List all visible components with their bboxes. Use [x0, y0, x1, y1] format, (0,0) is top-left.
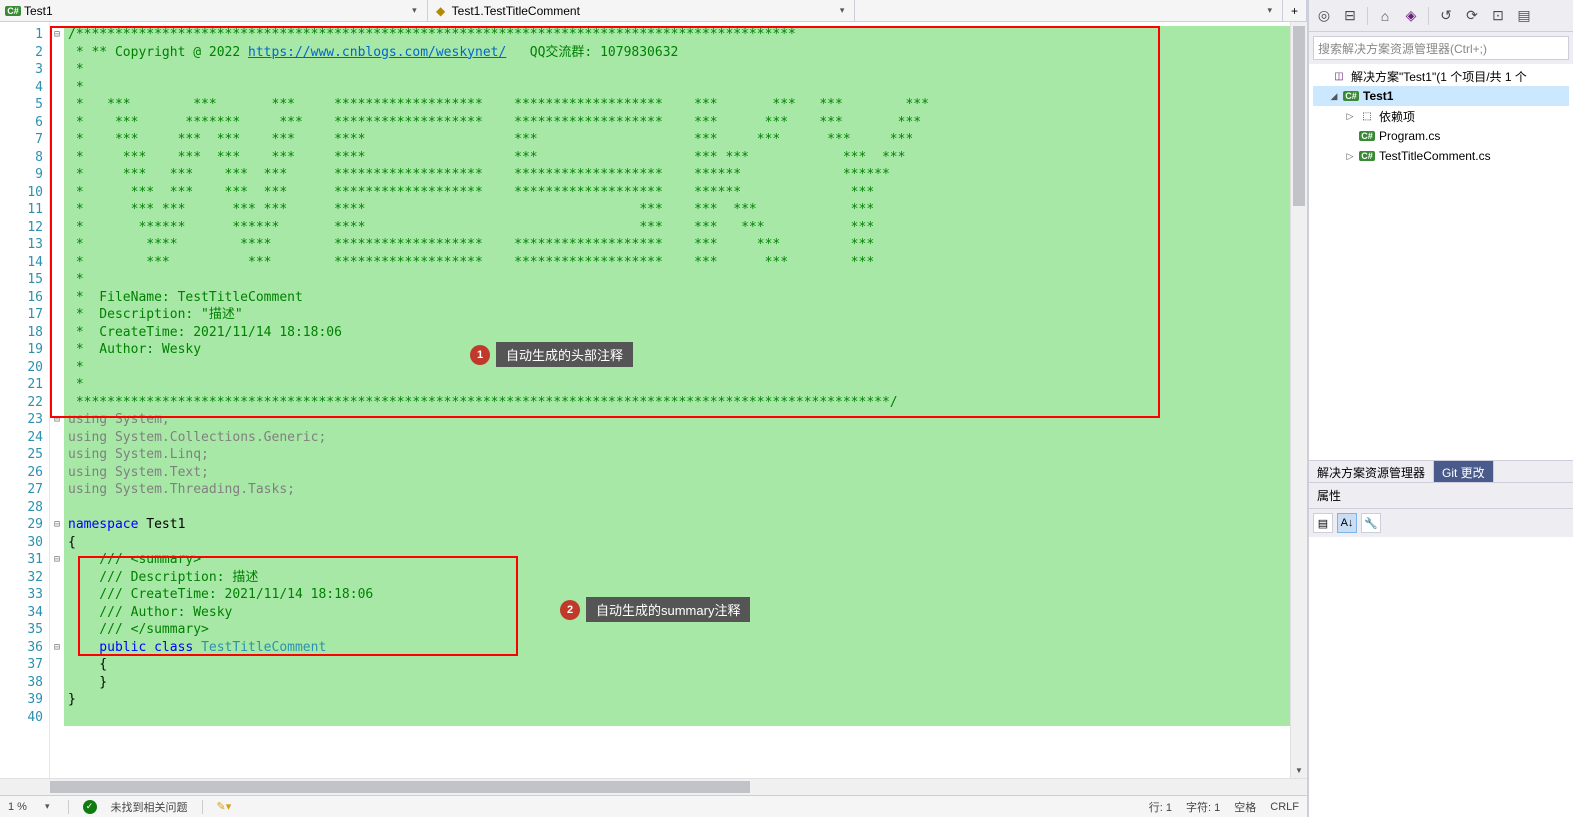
solution-node[interactable]: ◫ 解决方案"Test1"(1 个项目/共 1 个: [1313, 66, 1569, 86]
chevron-down-icon[interactable]: ▾: [836, 5, 849, 16]
csharp-project-icon: C#: [1343, 89, 1359, 103]
home-icon[interactable]: ⌂: [1376, 7, 1394, 25]
scroll-thumb[interactable]: [1293, 26, 1305, 206]
callout-label: 自动生成的头部注释: [496, 342, 633, 367]
right-pane-tabs: 解决方案资源管理器 Git 更改: [1309, 460, 1573, 482]
vs-icon[interactable]: ◈: [1402, 7, 1420, 25]
refresh-icon[interactable]: ⟳: [1463, 7, 1481, 25]
csharp-file-icon: C#: [1359, 149, 1375, 163]
zoom-level[interactable]: 1 %: [8, 801, 27, 813]
properties-pane: 属性 ▤ A↓ 🔧: [1309, 482, 1573, 817]
plus-icon: +: [1291, 4, 1298, 18]
expand-icon[interactable]: ▷: [1345, 111, 1355, 122]
nav-type-text: Test1.TestTitleComment: [452, 4, 580, 18]
nav-file-text: Test1: [24, 4, 53, 18]
callout-label: 自动生成的summary注释: [586, 597, 750, 622]
split-button[interactable]: +: [1283, 0, 1307, 21]
deps-label: 依赖项: [1379, 108, 1415, 125]
code-area[interactable]: /***************************************…: [64, 22, 1290, 778]
dependencies-node[interactable]: ▷ ⬚ 依赖项: [1313, 106, 1569, 126]
csharp-file-icon: C#: [6, 4, 20, 18]
callout-2: 2 自动生成的summary注释: [560, 597, 750, 622]
callout-number: 2: [560, 600, 580, 620]
tab-solution-explorer[interactable]: 解决方案资源管理器: [1309, 461, 1434, 482]
showall-icon[interactable]: ⊡: [1489, 7, 1507, 25]
indent-indicator[interactable]: 空格: [1234, 799, 1256, 815]
wrench-icon[interactable]: 🔧: [1361, 513, 1381, 533]
properties-icon[interactable]: ▤: [1515, 7, 1533, 25]
callout-number: 1: [470, 345, 490, 365]
char-indicator[interactable]: 字符: 1: [1186, 799, 1220, 815]
sync-icon[interactable]: ↺: [1437, 7, 1455, 25]
file-name: Program.cs: [1379, 129, 1440, 143]
file-node[interactable]: C# Program.cs: [1313, 126, 1569, 146]
collapse-icon[interactable]: ⊟: [1341, 7, 1359, 25]
chevron-down-icon[interactable]: ▾: [1263, 5, 1276, 16]
code-editor[interactable]: 1234567891011121314151617181920212223242…: [0, 22, 1307, 778]
categorized-button[interactable]: ▤: [1313, 513, 1333, 533]
brush-icon[interactable]: ✎▾: [217, 800, 232, 813]
scroll-thumb[interactable]: [50, 781, 750, 793]
file-name: TestTitleComment.cs: [1379, 149, 1491, 163]
search-placeholder: 搜索解决方案资源管理器(Ctrl+;): [1318, 40, 1487, 57]
file-node[interactable]: ▷ C# TestTitleComment.cs: [1313, 146, 1569, 166]
status-bar: 1 % ▾ ✓ 未找到相关问题 ✎▾ 行: 1 字符: 1 空格 CRLF: [0, 795, 1307, 817]
lineending-indicator[interactable]: CRLF: [1270, 801, 1299, 813]
solution-search-input[interactable]: 搜索解决方案资源管理器(Ctrl+;): [1313, 36, 1569, 60]
nav-member[interactable]: ▾: [855, 0, 1283, 21]
breadcrumb-bar: C# Test1 ▾ ◆ Test1.TestTitleComment ▾ ▾ …: [0, 0, 1307, 22]
issues-text[interactable]: 未找到相关问题: [111, 799, 188, 815]
line-number-gutter: 1234567891011121314151617181920212223242…: [0, 22, 50, 778]
properties-toolbar: ▤ A↓ 🔧: [1309, 508, 1573, 537]
expand-icon[interactable]: ◢: [1329, 91, 1339, 102]
horizontal-scrollbar[interactable]: [0, 778, 1307, 795]
method-icon: ◆: [434, 4, 448, 18]
home-outline-icon[interactable]: ◎: [1315, 7, 1333, 25]
tab-git-changes[interactable]: Git 更改: [1434, 461, 1494, 482]
vertical-scrollbar[interactable]: ▲ ▼: [1290, 22, 1307, 778]
solution-toolbar: ◎ ⊟ ⌂ ◈ ↺ ⟳ ⊡ ▤: [1309, 0, 1573, 32]
fold-column[interactable]: ⊟⊟⊟⊟⊟: [50, 22, 64, 778]
chevron-down-icon[interactable]: ▾: [408, 5, 421, 16]
project-name: Test1: [1363, 89, 1393, 103]
csharp-file-icon: C#: [1359, 129, 1375, 143]
properties-title: 属性: [1309, 483, 1573, 508]
line-indicator[interactable]: 行: 1: [1149, 799, 1172, 815]
dependencies-icon: ⬚: [1359, 109, 1375, 123]
alphabetical-button[interactable]: A↓: [1337, 513, 1357, 533]
nav-file[interactable]: C# Test1 ▾: [0, 0, 428, 21]
expand-icon[interactable]: ▷: [1345, 151, 1355, 162]
project-node[interactable]: ◢ C# Test1: [1313, 86, 1569, 106]
nav-type[interactable]: ◆ Test1.TestTitleComment ▾: [428, 0, 856, 21]
solution-icon: ◫: [1331, 69, 1347, 83]
properties-grid[interactable]: [1309, 537, 1573, 817]
chevron-down-icon[interactable]: ▾: [41, 801, 54, 812]
callout-1: 1 自动生成的头部注释: [470, 342, 633, 367]
check-icon: ✓: [83, 800, 97, 814]
scroll-down-icon[interactable]: ▼: [1291, 763, 1307, 778]
solution-title: 解决方案"Test1"(1 个项目/共 1 个: [1351, 68, 1527, 85]
solution-tree[interactable]: ◫ 解决方案"Test1"(1 个项目/共 1 个 ◢ C# Test1 ▷ ⬚…: [1309, 64, 1573, 460]
